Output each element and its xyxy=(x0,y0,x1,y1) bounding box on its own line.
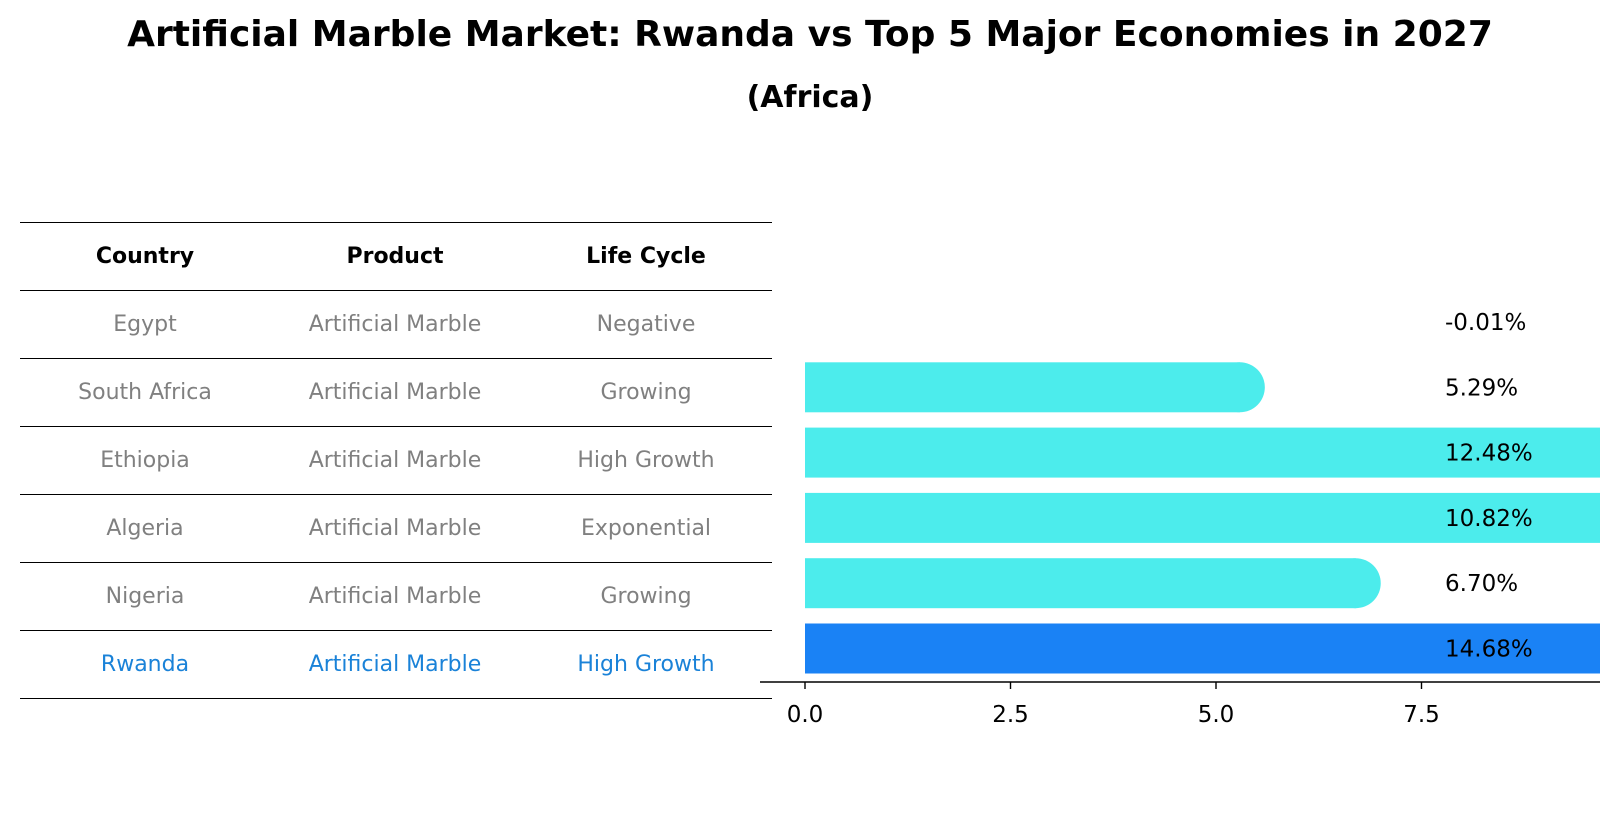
x-tick-label: 0.0 xyxy=(787,702,824,728)
cell-life-cycle: Growing xyxy=(600,584,692,609)
table-header-row: Country Product Life Cycle xyxy=(20,222,772,290)
table-row: Ethiopia Artificial Marble High Growth xyxy=(20,426,772,494)
cell-country: Rwanda xyxy=(100,652,190,677)
value-label: -0.01% xyxy=(1445,310,1526,336)
header-life-cycle: Life Cycle xyxy=(586,244,706,269)
value-label: 6.70% xyxy=(1445,571,1518,597)
bar-rwanda xyxy=(805,623,1600,674)
cell-product: Artificial Marble xyxy=(308,652,482,677)
value-label: 12.48% xyxy=(1445,441,1533,467)
bar-chart: -0.01% 5.29% 12.48% 10.82% 6.70% 14.68% 0.0 2.5… xyxy=(760,310,1600,728)
header-country: Country xyxy=(95,244,195,269)
cell-country: Algeria xyxy=(106,516,184,541)
cell-country: South Africa xyxy=(78,380,212,405)
bar-nigeria xyxy=(805,558,1381,609)
cell-product: Artificial Marble xyxy=(308,312,482,337)
x-tick-label: 7.5 xyxy=(1403,702,1440,728)
bar-ethiopia xyxy=(805,427,1600,478)
cell-life-cycle: High Growth xyxy=(577,652,715,677)
cell-product: Artificial Marble xyxy=(308,584,482,609)
cell-country: Nigeria xyxy=(105,584,185,609)
value-label: 5.29% xyxy=(1445,375,1518,401)
chart-title: Artificial Marble Market: Rwanda vs Top … xyxy=(127,14,1493,55)
bar-algeria xyxy=(805,492,1600,543)
cell-product: Artificial Marble xyxy=(308,516,482,541)
cell-country: Ethiopia xyxy=(100,448,190,473)
table-row: South Africa Artificial Marble Growing xyxy=(20,358,772,426)
table-row-highlight: Rwanda Artificial Marble High Growth xyxy=(20,630,772,699)
cell-life-cycle: Exponential xyxy=(580,516,712,541)
cell-life-cycle: Growing xyxy=(600,380,692,405)
cell-life-cycle: High Growth xyxy=(577,448,715,473)
x-tick-label: 2.5 xyxy=(992,702,1029,728)
data-table: Country Product Life Cycle Egypt Artific… xyxy=(20,222,772,699)
table-row: Algeria Artificial Marble Exponential xyxy=(20,494,772,562)
value-label: 14.68% xyxy=(1445,637,1533,663)
table-row: Nigeria Artificial Marble Growing xyxy=(20,562,772,630)
header-product: Product xyxy=(346,244,444,269)
table-row: Egypt Artificial Marble Negative xyxy=(20,290,772,358)
chart-subtitle: (Africa) xyxy=(746,80,874,115)
x-tick-label: 5.0 xyxy=(1198,702,1235,728)
bar-south-africa xyxy=(805,362,1265,413)
cell-life-cycle: Negative xyxy=(596,312,696,337)
cell-product: Artificial Marble xyxy=(308,380,482,405)
cell-product: Artificial Marble xyxy=(308,448,482,473)
value-label: 10.82% xyxy=(1445,506,1533,532)
cell-country: Egypt xyxy=(113,312,177,337)
